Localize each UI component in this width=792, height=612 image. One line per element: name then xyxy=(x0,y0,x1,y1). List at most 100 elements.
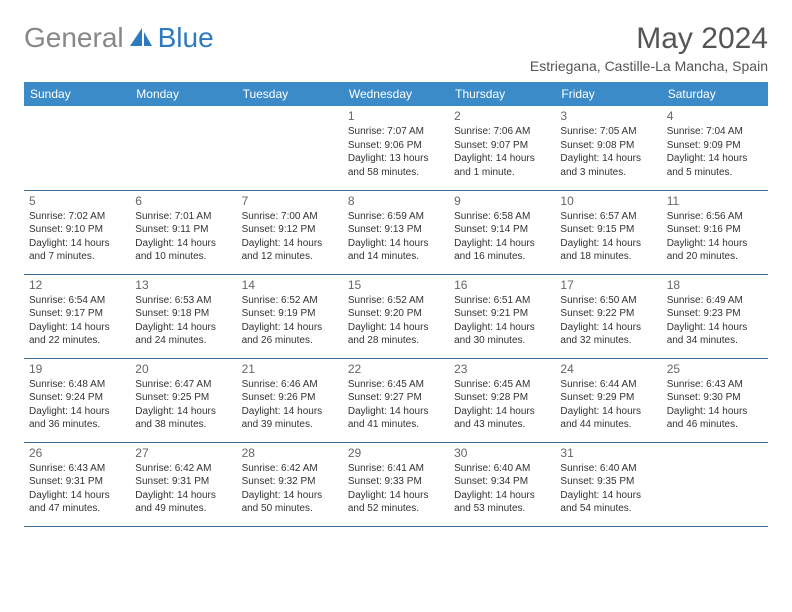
calendar-day-cell: 28 Sunrise: 6:42 AMSunset: 9:32 PMDayligh… xyxy=(237,442,343,526)
day-number: 14 xyxy=(242,278,338,292)
calendar-day-cell: 26 Sunrise: 6:43 AMSunset: 9:31 PMDayligh… xyxy=(24,442,130,526)
day-number: 27 xyxy=(135,446,231,460)
calendar-table: SundayMondayTuesdayWednesdayThursdayFrid… xyxy=(24,82,768,527)
day-info: Sunrise: 6:52 AMSunset: 9:20 PMDaylight:… xyxy=(348,294,444,348)
day-number: 31 xyxy=(560,446,656,460)
day-info: Sunrise: 6:47 AMSunset: 9:25 PMDaylight:… xyxy=(135,378,231,432)
day-info: Sunrise: 7:04 AMSunset: 9:09 PMDaylight:… xyxy=(667,125,763,179)
day-info: Sunrise: 6:41 AMSunset: 9:33 PMDaylight:… xyxy=(348,462,444,516)
day-info: Sunrise: 6:51 AMSunset: 9:21 PMDaylight:… xyxy=(454,294,550,348)
calendar-day-cell: 13 Sunrise: 6:53 AMSunset: 9:18 PMDayligh… xyxy=(130,274,236,358)
day-number: 3 xyxy=(560,109,656,123)
brand-name-1: General xyxy=(24,22,124,54)
calendar-day-cell: 30 Sunrise: 6:40 AMSunset: 9:34 PMDayligh… xyxy=(449,442,555,526)
day-info: Sunrise: 6:57 AMSunset: 9:15 PMDaylight:… xyxy=(560,210,656,264)
day-info: Sunrise: 6:43 AMSunset: 9:30 PMDaylight:… xyxy=(667,378,763,432)
sail-icon xyxy=(128,26,154,50)
location-subtitle: Estriegana, Castille-La Mancha, Spain xyxy=(530,58,768,74)
day-info: Sunrise: 6:40 AMSunset: 9:34 PMDaylight:… xyxy=(454,462,550,516)
calendar-week-row: 26 Sunrise: 6:43 AMSunset: 9:31 PMDayligh… xyxy=(24,442,768,526)
calendar-day-cell: 27Sunrise: 6:42 AMSunset: 9:31 PMDayligh… xyxy=(130,442,236,526)
day-info: Sunrise: 6:54 AMSunset: 9:17 PMDaylight:… xyxy=(29,294,125,348)
weekday-header: Sunday xyxy=(24,82,130,106)
calendar-day-cell: 11Sunrise: 6:56 AMSunset: 9:16 PMDayligh… xyxy=(662,190,768,274)
calendar-week-row: 5Sunrise: 7:02 AMSunset: 9:10 PMDaylight… xyxy=(24,190,768,274)
day-number: 12 xyxy=(29,278,125,292)
calendar-day-cell: 21Sunrise: 6:46 AMSunset: 9:26 PMDayligh… xyxy=(237,358,343,442)
month-title: May 2024 xyxy=(530,22,768,56)
day-number: 13 xyxy=(135,278,231,292)
title-block: May 2024 Estriegana, Castille-La Mancha,… xyxy=(530,22,768,74)
day-info: Sunrise: 6:45 AMSunset: 9:27 PMDaylight:… xyxy=(348,378,444,432)
calendar-day-cell: 29Sunrise: 6:41 AMSunset: 9:33 PMDayligh… xyxy=(343,442,449,526)
day-number: 16 xyxy=(454,278,550,292)
day-info: Sunrise: 6:43 AMSunset: 9:31 PMDaylight:… xyxy=(29,462,125,516)
calendar-day-cell: 20Sunrise: 6:47 AMSunset: 9:25 PMDayligh… xyxy=(130,358,236,442)
day-number: 10 xyxy=(560,194,656,208)
calendar-empty-cell xyxy=(237,106,343,190)
calendar-empty-cell xyxy=(24,106,130,190)
calendar-day-cell: 5Sunrise: 7:02 AMSunset: 9:10 PMDaylight… xyxy=(24,190,130,274)
day-info: Sunrise: 6:53 AMSunset: 9:18 PMDaylight:… xyxy=(135,294,231,348)
weekday-header: Friday xyxy=(555,82,661,106)
page-header: General Blue May 2024 Estriegana, Castil… xyxy=(24,22,768,74)
day-number: 2 xyxy=(454,109,550,123)
day-number: 8 xyxy=(348,194,444,208)
weekday-header: Saturday xyxy=(662,82,768,106)
day-info: Sunrise: 6:59 AMSunset: 9:13 PMDaylight:… xyxy=(348,210,444,264)
day-number: 19 xyxy=(29,362,125,376)
day-number: 30 xyxy=(454,446,550,460)
day-number: 24 xyxy=(560,362,656,376)
day-number: 4 xyxy=(667,109,763,123)
day-info: Sunrise: 6:50 AMSunset: 9:22 PMDaylight:… xyxy=(560,294,656,348)
calendar-day-cell: 10 Sunrise: 6:57 AMSunset: 9:15 PMDayligh… xyxy=(555,190,661,274)
weekday-header: Wednesday xyxy=(343,82,449,106)
calendar-day-cell: 8 Sunrise: 6:59 AMSunset: 9:13 PMDaylight… xyxy=(343,190,449,274)
day-number: 23 xyxy=(454,362,550,376)
weekday-header: Tuesday xyxy=(237,82,343,106)
calendar-day-cell: 15Sunrise: 6:52 AMSunset: 9:20 PMDayligh… xyxy=(343,274,449,358)
day-info: Sunrise: 7:06 AMSunset: 9:07 PMDaylight:… xyxy=(454,125,550,179)
day-info: Sunrise: 7:05 AMSunset: 9:08 PMDaylight:… xyxy=(560,125,656,179)
day-info: Sunrise: 6:52 AMSunset: 9:19 PMDaylight:… xyxy=(242,294,338,348)
calendar-day-cell: 23Sunrise: 6:45 AMSunset: 9:28 PMDayligh… xyxy=(449,358,555,442)
day-number: 11 xyxy=(667,194,763,208)
weekday-header: Thursday xyxy=(449,82,555,106)
calendar-empty-cell xyxy=(662,442,768,526)
brand-logo: General Blue xyxy=(24,22,214,54)
calendar-day-cell: 3 Sunrise: 7:05 AMSunset: 9:08 PMDaylight… xyxy=(555,106,661,190)
calendar-day-cell: 1 Sunrise: 7:07 AMSunset: 9:06 PMDaylight… xyxy=(343,106,449,190)
calendar-day-cell: 4 Sunrise: 7:04 AMSunset: 9:09 PMDaylight… xyxy=(662,106,768,190)
day-info: Sunrise: 6:49 AMSunset: 9:23 PMDaylight:… xyxy=(667,294,763,348)
day-number: 9 xyxy=(454,194,550,208)
day-number: 1 xyxy=(348,109,444,123)
day-info: Sunrise: 6:42 AMSunset: 9:32 PMDaylight:… xyxy=(242,462,338,516)
day-number: 17 xyxy=(560,278,656,292)
day-info: Sunrise: 6:48 AMSunset: 9:24 PMDaylight:… xyxy=(29,378,125,432)
day-info: Sunrise: 6:40 AMSunset: 9:35 PMDaylight:… xyxy=(560,462,656,516)
weekday-header-row: SundayMondayTuesdayWednesdayThursdayFrid… xyxy=(24,82,768,106)
calendar-day-cell: 19 Sunrise: 6:48 AMSunset: 9:24 PMDayligh… xyxy=(24,358,130,442)
day-info: Sunrise: 6:46 AMSunset: 9:26 PMDaylight:… xyxy=(242,378,338,432)
calendar-day-cell: 22Sunrise: 6:45 AMSunset: 9:27 PMDayligh… xyxy=(343,358,449,442)
day-info: Sunrise: 7:07 AMSunset: 9:06 PMDaylight:… xyxy=(348,125,444,179)
calendar-empty-cell xyxy=(130,106,236,190)
day-info: Sunrise: 6:58 AMSunset: 9:14 PMDaylight:… xyxy=(454,210,550,264)
day-number: 26 xyxy=(29,446,125,460)
calendar-day-cell: 6Sunrise: 7:01 AMSunset: 9:11 PMDaylight… xyxy=(130,190,236,274)
day-number: 25 xyxy=(667,362,763,376)
calendar-day-cell: 17 Sunrise: 6:50 AMSunset: 9:22 PMDayligh… xyxy=(555,274,661,358)
day-number: 5 xyxy=(29,194,125,208)
calendar-day-cell: 9 Sunrise: 6:58 AMSunset: 9:14 PMDaylight… xyxy=(449,190,555,274)
calendar-week-row: 1 Sunrise: 7:07 AMSunset: 9:06 PMDaylight… xyxy=(24,106,768,190)
day-number: 28 xyxy=(242,446,338,460)
weekday-header: Monday xyxy=(130,82,236,106)
day-info: Sunrise: 7:00 AMSunset: 9:12 PMDaylight:… xyxy=(242,210,338,264)
calendar-day-cell: 31 Sunrise: 6:40 AMSunset: 9:35 PMDayligh… xyxy=(555,442,661,526)
calendar-day-cell: 25 Sunrise: 6:43 AMSunset: 9:30 PMDayligh… xyxy=(662,358,768,442)
calendar-day-cell: 12 Sunrise: 6:54 AMSunset: 9:17 PMDayligh… xyxy=(24,274,130,358)
calendar-day-cell: 2 Sunrise: 7:06 AMSunset: 9:07 PMDaylight… xyxy=(449,106,555,190)
calendar-day-cell: 18 Sunrise: 6:49 AMSunset: 9:23 PMDayligh… xyxy=(662,274,768,358)
day-info: Sunrise: 7:01 AMSunset: 9:11 PMDaylight:… xyxy=(135,210,231,264)
day-number: 18 xyxy=(667,278,763,292)
